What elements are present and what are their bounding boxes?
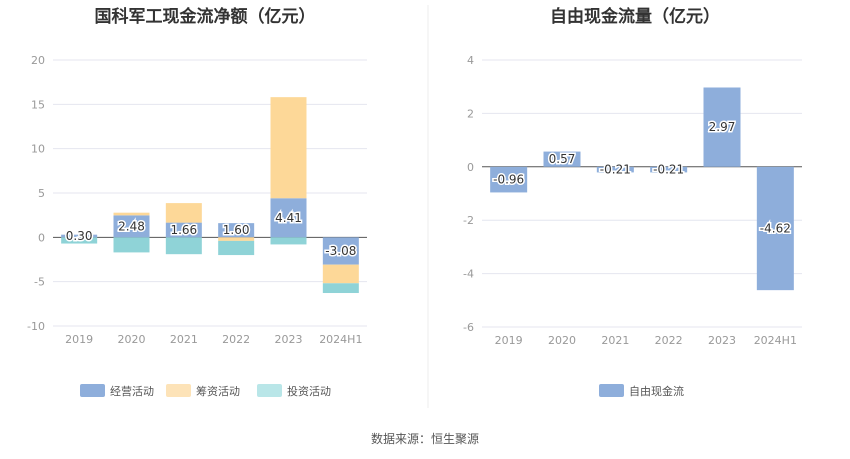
y-tick-label: 0 (467, 161, 474, 174)
data-label: -4.62 (760, 221, 791, 235)
bar-segment (165, 203, 202, 223)
x-tick-label: 2024H1 (319, 333, 362, 346)
legend-swatch (599, 384, 624, 397)
data-label: 1.66 (170, 223, 197, 237)
chart-title-cashflow: 国科军工现金流净额（亿元） (95, 6, 316, 27)
legend-swatch (257, 384, 282, 397)
y-tick-label: 5 (38, 187, 45, 200)
x-tick-label: 2019 (65, 333, 93, 346)
y-tick-label: -10 (27, 320, 45, 333)
data-label: 2.97 (709, 120, 736, 134)
bar-segment (218, 223, 255, 238)
bar (490, 166, 528, 193)
bar (703, 87, 741, 167)
x-tick-label: 2021 (170, 333, 198, 346)
bar (650, 166, 688, 173)
bar-segment (61, 237, 98, 244)
x-tick-label: 2022 (222, 333, 250, 346)
y-tick-label: 2 (467, 107, 474, 120)
bar (756, 166, 794, 291)
y-tick-label: 20 (31, 54, 45, 67)
data-label: -0.96 (493, 173, 524, 187)
legend-label: 自由现金流 (629, 384, 684, 398)
x-tick-label: 2024H1 (754, 334, 797, 347)
x-tick-label: 2023 (275, 333, 303, 346)
bar-segment (165, 222, 202, 238)
x-tick-label: 2019 (495, 334, 523, 347)
data-label: -0.21 (653, 163, 684, 177)
y-tick-label: 0 (38, 231, 45, 244)
data-label: 0.57 (549, 152, 576, 166)
x-tick-label: 2020 (118, 333, 146, 346)
bar-segment (165, 237, 202, 255)
legend-label: 经营活动 (110, 384, 154, 398)
legend-swatch (166, 384, 191, 397)
source-note: 数据来源：恒生聚源 (370, 432, 479, 446)
y-tick-label: 15 (31, 98, 45, 111)
x-tick-label: 2022 (655, 334, 683, 347)
y-tick-label: -4 (463, 268, 474, 281)
bar-segment (218, 237, 255, 241)
bar (543, 151, 581, 167)
bar-segment (322, 237, 359, 265)
legend-label: 筹资活动 (196, 384, 240, 398)
chart-title-fcf: 自由现金流量（亿元） (550, 6, 720, 27)
data-label: 4.41 (275, 211, 302, 225)
bar-segment (113, 237, 150, 253)
y-tick-label: -2 (463, 214, 474, 227)
bar-segment (113, 215, 150, 238)
bar-segment (270, 237, 307, 245)
x-tick-label: 2021 (601, 334, 629, 347)
x-tick-label: 2020 (548, 334, 576, 347)
bar-segment (322, 264, 359, 284)
y-tick-label: 10 (31, 143, 45, 156)
bar-segment (113, 212, 150, 216)
data-label: -3.08 (325, 244, 356, 258)
bar-segment (61, 234, 98, 238)
data-label: 2.48 (118, 219, 145, 233)
y-tick-label: -5 (34, 276, 45, 289)
legend-swatch (80, 384, 105, 397)
bar-segment (270, 198, 307, 238)
y-tick-label: -6 (463, 321, 474, 334)
data-label: 0.30 (66, 229, 93, 243)
bar-segment (322, 283, 359, 294)
bar-segment (218, 240, 255, 256)
bar-segment (270, 97, 307, 199)
x-tick-label: 2023 (708, 334, 736, 347)
legend-label: 投资活动 (287, 384, 331, 398)
data-label: -0.21 (600, 163, 631, 177)
bar (596, 166, 634, 173)
y-tick-label: 4 (467, 54, 474, 67)
data-label: 1.60 (223, 223, 250, 237)
